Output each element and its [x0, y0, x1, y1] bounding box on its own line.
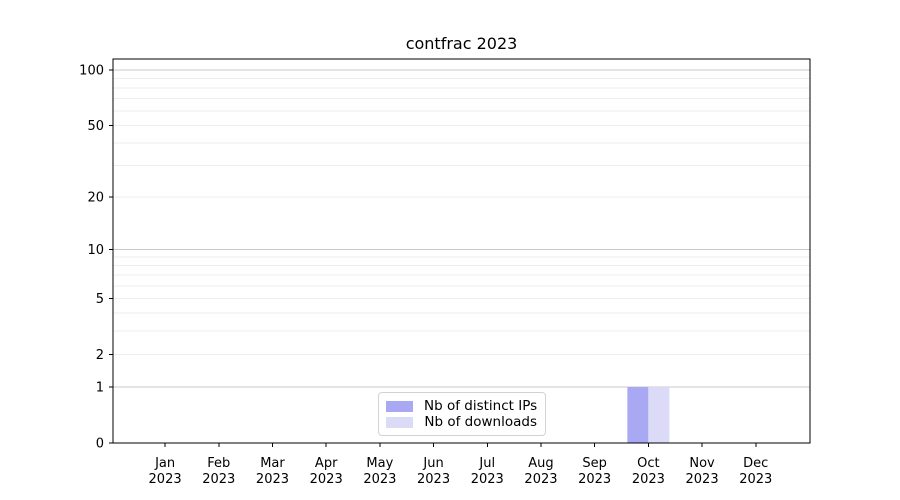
bar-nb-of-distinct-ips-oct-2023 — [627, 387, 649, 443]
y-tick-label: 10 — [87, 243, 104, 258]
legend-item-downloads: Nb of downloads — [386, 414, 537, 430]
x-tick-label: Nov 2023 — [686, 456, 719, 487]
x-tick-label: Aug 2023 — [524, 456, 557, 487]
x-tick-label: Dec 2023 — [739, 456, 772, 487]
y-tick-label: 1 — [96, 381, 104, 396]
x-tick-label: Jan 2023 — [149, 456, 182, 487]
legend-label-distinct-ips: Nb of distinct IPs — [424, 398, 538, 414]
legend-swatch-distinct-ips — [386, 400, 413, 412]
x-tick-label: Jun 2023 — [417, 456, 450, 487]
legend-item-distinct-ips: Nb of distinct IPs — [386, 398, 537, 414]
bar-nb-of-downloads-oct-2023 — [648, 387, 670, 443]
x-tick-label: Sep 2023 — [578, 456, 611, 487]
y-tick-label: 5 — [96, 292, 104, 307]
x-tick-label: Apr 2023 — [310, 456, 343, 487]
chart-title: contfrac 2023 — [405, 34, 518, 53]
y-tick-label: 50 — [87, 119, 104, 134]
x-tick-label: Jul 2023 — [471, 456, 504, 487]
legend-swatch-downloads — [386, 416, 413, 428]
legend: Nb of distinct IPs Nb of downloads — [378, 392, 546, 436]
y-tick-label: 100 — [79, 64, 104, 79]
x-tick-label: Mar 2023 — [256, 456, 289, 487]
y-tick-label: 0 — [96, 437, 104, 452]
axes-frame — [112, 58, 811, 444]
legend-label-downloads: Nb of downloads — [424, 414, 537, 430]
y-tick-label: 20 — [87, 191, 104, 206]
x-tick-label: Feb 2023 — [202, 456, 235, 487]
x-tick-label: Oct 2023 — [632, 456, 665, 487]
y-tick-label: 2 — [96, 348, 104, 363]
x-tick-label: May 2023 — [363, 456, 396, 487]
